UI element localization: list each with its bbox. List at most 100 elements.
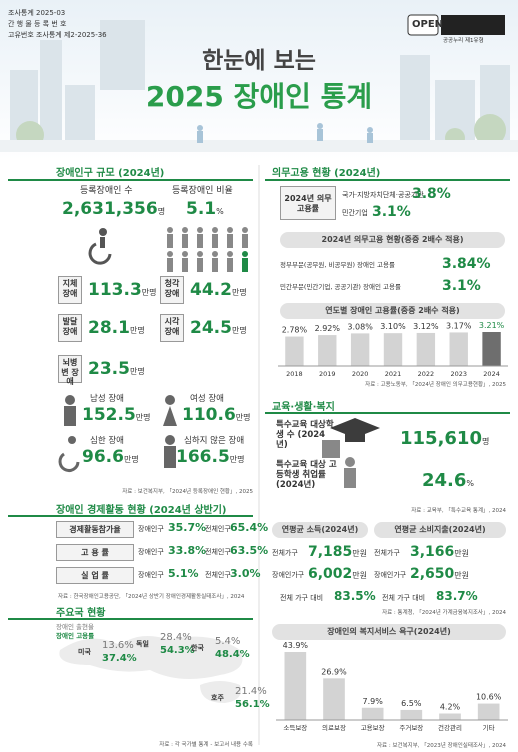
data-label: 3.08% <box>347 322 373 331</box>
bar <box>482 332 501 366</box>
value-group: 6,002만원 <box>308 566 367 583</box>
value: 24.5 <box>190 318 232 338</box>
value-group: 28.1만명 <box>88 318 145 338</box>
value-group: 152.5만명 <box>82 405 151 425</box>
label: 특수교육 대상 고등학생 취업률 (2024년) <box>276 460 337 491</box>
rule <box>8 618 253 620</box>
unit: 만원 <box>454 571 470 580</box>
value: 83.5% <box>334 589 376 603</box>
value: 65.4% <box>230 521 269 534</box>
data-label: 3.12% <box>413 322 439 331</box>
section-heading: 장애인구 규모 (2024년) <box>56 168 165 179</box>
value-group: 113.3만명 <box>88 280 157 300</box>
x-tick-label: 소득보장 <box>283 723 307 732</box>
type-box: 뇌병변 장애 <box>58 355 82 386</box>
label: 장애인가구 <box>272 571 305 579</box>
sub-heading: 장애인의 복지서비스 욕구(2024년) <box>272 624 506 640</box>
value-group: 166.5만명 <box>176 447 245 467</box>
value: 6,002 <box>308 566 353 582</box>
unit: 만명 <box>231 288 247 297</box>
value: 33.8% <box>168 544 207 557</box>
bar <box>400 709 423 720</box>
x-tick-label: 2023 <box>450 370 467 378</box>
value: 3.1% <box>442 278 481 294</box>
meta-line: 조사통계 2025-03 <box>8 9 66 17</box>
value: 13.6% <box>102 640 134 651</box>
value: 3.8% <box>412 186 451 202</box>
bar <box>350 333 370 366</box>
sub-heading: 연도별 장애인 고용률(중증 2배수 적용) <box>280 303 505 319</box>
value: 28.1 <box>88 318 130 338</box>
source: 자료 : 보건복지부, 「2024년 등록장애인 현황」, 2025 <box>122 489 253 495</box>
value-group: 110.6만명 <box>182 405 251 425</box>
label: 특수교육 대상학생 수 (2024년) <box>276 420 334 451</box>
license-note: 공공누리 제1유형 <box>443 38 484 44</box>
label: 장애인구 <box>138 525 164 533</box>
value: 21.4% <box>235 686 267 697</box>
label: 심한 장애 <box>90 436 124 446</box>
bar <box>439 713 461 720</box>
source: 자료 : 각 국가별 통계 - 보고서 내용 수록 <box>159 742 253 748</box>
value: 166.5 <box>176 447 230 467</box>
value-group: 23.5만명 <box>88 359 145 379</box>
value: 63.5% <box>230 544 269 557</box>
rule <box>8 515 253 517</box>
data-label: 2.92% <box>315 324 341 333</box>
legend-item: 장애인 출현율 <box>56 623 94 631</box>
type-box: 시각 장애 <box>160 314 184 342</box>
unit: 명 <box>481 437 490 446</box>
label: 남성 장애 <box>90 394 124 404</box>
unit: 만원 <box>352 549 368 558</box>
type-box: 발달 장애 <box>58 314 82 342</box>
value: 5.1% <box>168 567 199 580</box>
x-tick-label: 건강관리 <box>438 723 462 732</box>
license-logo: OPEN <box>412 19 444 30</box>
title: 한눈에 보는 <box>202 48 316 74</box>
rule <box>265 179 510 181</box>
x-tick-label: 2019 <box>319 370 336 378</box>
x-tick-label: 주거보장 <box>399 723 423 732</box>
value: 35.7% <box>168 521 207 534</box>
value-group: 44.2만명 <box>190 280 247 300</box>
label: 등록장애인 수 <box>80 186 133 196</box>
value: 5.1 <box>186 199 217 219</box>
country: 호주 <box>211 694 224 702</box>
row-label: 실 업 률 <box>56 567 134 584</box>
bar <box>285 336 304 366</box>
value: 3.84% <box>442 256 491 272</box>
value: 24.6 <box>422 470 467 491</box>
source: 자료 : 통계청, 「2024년 가계금융복지조사」, 2024 <box>382 610 506 616</box>
data-label: 2.78% <box>282 326 308 335</box>
sub-heading: 연평균 소득(2024년) <box>272 522 368 538</box>
data-label: 10.6% <box>476 693 502 702</box>
section-heading: 주요국 현황 <box>56 608 106 619</box>
label: 전체가구 <box>272 549 298 557</box>
unit: 만명 <box>141 288 157 297</box>
source: 자료 : 교육부, 「특수교육 통계」, 2024 <box>411 508 506 514</box>
label: 민간기업 <box>342 209 368 217</box>
x-tick-label: 2020 <box>352 370 369 378</box>
data-label: 3.21% <box>479 321 505 330</box>
legend-item: 장애인 고용률 <box>56 632 95 640</box>
value: 48.4% <box>215 649 250 660</box>
sub-heading: 연평균 소비지출(2024년) <box>374 522 506 538</box>
unit: 만명 <box>123 455 139 464</box>
label: 국가·지방자치단체·공공기관 <box>342 191 424 199</box>
bar <box>383 333 403 366</box>
source: 자료 : 한국장애인고용공단, 「2024년 상반기 장애인경제활동실태조사」,… <box>58 594 245 600</box>
unit: 만명 <box>231 326 247 335</box>
label: 전체 가구 대비 <box>280 594 324 602</box>
value-group: 96.6만명 <box>82 447 139 467</box>
x-tick-label: 2024 <box>483 370 500 378</box>
bar <box>284 652 307 720</box>
value: 110.6 <box>182 405 236 425</box>
unit: 만명 <box>129 326 145 335</box>
label: 장애인구 <box>138 571 164 579</box>
rule <box>8 179 253 181</box>
meta-line: 간 행 물 등 록 번 호 <box>8 20 67 29</box>
section-heading: 장애인 경제활동 현황 (2024년 상반기) <box>56 505 227 516</box>
x-tick-label: 고용보장 <box>361 723 385 732</box>
value: 28.4% <box>160 632 192 643</box>
data-label: 6.5% <box>401 699 422 708</box>
